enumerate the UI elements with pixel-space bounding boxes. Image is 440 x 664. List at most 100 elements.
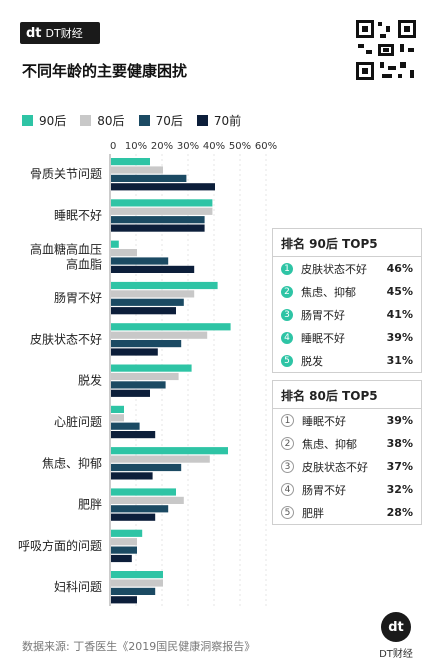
bar <box>111 587 156 595</box>
bar <box>111 174 187 182</box>
rank-label: 焦虑、抑郁 <box>301 285 356 299</box>
category-label: 心脏问题 <box>54 414 102 429</box>
rank-row: 1 皮肤状态不好 46% <box>273 257 421 280</box>
bar <box>111 281 218 290</box>
x-tick-label: 30% <box>177 141 199 152</box>
bar <box>111 405 124 413</box>
legend-label: 90后 <box>39 114 67 128</box>
rank-label: 皮肤状态不好 <box>302 460 368 474</box>
rank-row: 3 肠胃不好 41% <box>273 303 421 326</box>
bar <box>111 381 166 389</box>
qr-code-icon <box>354 18 418 82</box>
rank-row: 3 皮肤状态不好 37% <box>273 455 421 478</box>
rank-label: 皮肤状态不好 <box>301 262 367 276</box>
brand-name: DT财经 <box>45 27 83 40</box>
legend-swatch <box>138 115 150 126</box>
category-label: 高血糖高血压 <box>30 241 102 256</box>
x-tick-label: 10% <box>125 141 147 152</box>
rank-number: 5 <box>281 506 294 519</box>
bar <box>111 529 143 537</box>
bar <box>111 331 208 339</box>
x-tick-label: 40% <box>203 141 225 152</box>
chart-legend: 90后 80后 70后 70前 <box>22 112 241 129</box>
rank-percent: 45% <box>386 285 413 298</box>
bar <box>111 224 205 232</box>
bar <box>111 199 213 207</box>
rank-number: 5 <box>281 354 293 367</box>
footer-logo: dt DT财经 <box>372 612 420 660</box>
rank-number: 2 <box>281 285 293 298</box>
brand-mark: dt <box>26 25 42 41</box>
legend-swatch <box>22 115 33 126</box>
category-label: 呼吸方面的问题 <box>18 538 102 553</box>
bar <box>111 216 205 224</box>
bar <box>111 463 182 472</box>
rank-label: 肥胖 <box>302 506 324 520</box>
brand-badge: dt DT财经 <box>20 22 100 44</box>
bar <box>111 348 158 356</box>
category-label: 皮肤状态不好 <box>30 331 102 346</box>
category-label: 骨质关节问题 <box>30 167 102 181</box>
bar <box>111 364 192 372</box>
bar <box>111 596 137 604</box>
bar <box>111 158 150 166</box>
rank-number: 4 <box>281 483 294 496</box>
bar <box>111 240 119 248</box>
rank-percent: 37% <box>386 460 413 473</box>
category-label: 肥胖 <box>78 498 102 512</box>
bar <box>111 513 156 521</box>
rank-number: 1 <box>281 414 294 427</box>
top5-90s-title: 排名 90后 TOP5 <box>273 229 421 257</box>
bar <box>111 340 182 348</box>
x-tick-label: 0 <box>110 141 116 152</box>
rank-number: 3 <box>281 460 294 473</box>
top5-80s-title: 排名 80后 TOP5 <box>273 381 421 409</box>
rank-row: 1 睡眠不好 39% <box>273 409 421 432</box>
category-label: 妇科问题 <box>54 580 102 594</box>
category-label: 高血脂 <box>66 256 102 271</box>
bar <box>111 323 231 331</box>
bar <box>111 455 210 463</box>
rank-row: 4 睡眠不好 39% <box>273 326 421 349</box>
legend-swatch <box>196 115 208 126</box>
rank-row: 5 肥胖 28% <box>273 501 421 524</box>
footer-mark: dt <box>381 612 411 642</box>
category-label: 肠胃不好 <box>54 291 102 305</box>
bar <box>111 166 163 174</box>
bar <box>111 265 195 273</box>
bar <box>111 571 163 579</box>
bar <box>111 389 150 397</box>
bar <box>111 431 156 439</box>
bar <box>111 447 228 455</box>
x-tick-label: 20% <box>151 141 173 152</box>
bar <box>111 488 176 496</box>
rank-label: 焦虑、抑郁 <box>302 437 357 451</box>
bar <box>111 249 137 257</box>
bar <box>111 538 137 546</box>
bar <box>111 505 169 513</box>
legend-label: 70前 <box>213 114 242 128</box>
top5-80s-panel: 排名 80后 TOP5 1 睡眠不好 39% 2 焦虑、抑郁 38% 3 皮肤状态不好 37% 4… <box>272 380 422 525</box>
bar <box>111 372 179 381</box>
legend-item: 90后 <box>22 112 66 129</box>
bar <box>111 307 176 315</box>
rank-label: 肠胃不好 <box>301 308 345 322</box>
bar <box>111 496 184 504</box>
rank-percent: 39% <box>386 331 413 344</box>
bar <box>111 472 153 480</box>
rank-label: 肠胃不好 <box>302 483 346 497</box>
bar <box>111 414 124 422</box>
legend-label: 80后 <box>97 114 125 128</box>
bar <box>111 257 169 265</box>
rank-number: 2 <box>281 437 294 450</box>
bar <box>111 579 163 587</box>
data-source: 数据来源: 丁香医生《2019国民健康洞察报告》 <box>22 640 256 653</box>
rank-percent: 32% <box>386 483 413 496</box>
bar <box>111 290 195 298</box>
rank-percent: 38% <box>386 437 413 450</box>
legend-item: 70后 <box>138 112 183 129</box>
rank-percent: 39% <box>386 414 413 427</box>
rank-percent: 41% <box>386 308 413 321</box>
rank-number: 1 <box>281 262 293 275</box>
